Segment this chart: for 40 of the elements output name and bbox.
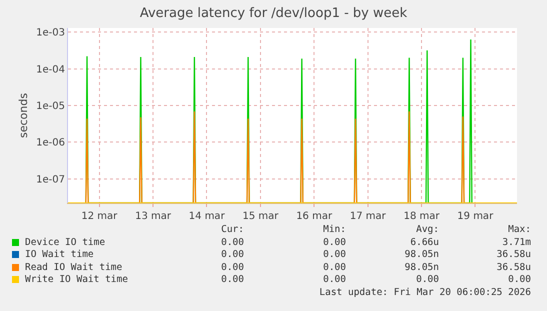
chart-title: Average latency for /dev/loop1 - by week — [140, 6, 408, 21]
text: 0.00 — [322, 274, 346, 285]
x-tick-label: 16 mar — [296, 211, 333, 222]
text: 98.05n — [404, 262, 439, 272]
text: 0.00 — [507, 274, 531, 285]
text: 0.00 — [220, 262, 244, 272]
y-axis-title: seconds — [16, 92, 30, 138]
y-tick-label: 1e-06 — [36, 138, 65, 149]
text: 0.00 — [220, 236, 244, 248]
text: 0.00 — [322, 262, 346, 272]
legend-label: Write IO Wait time — [25, 274, 128, 285]
y-tick-label: 1e-05 — [36, 101, 65, 112]
text: 0.00 — [322, 236, 346, 248]
text: 3.71m — [501, 236, 531, 248]
text: 0.00 — [220, 274, 244, 285]
x-tick-label: 15 mar — [242, 211, 280, 222]
text: Max: — [507, 224, 531, 235]
y-tick-label: 1e-07 — [36, 174, 65, 186]
text: Last update: Fri Mar 20 06:00:25 2026 — [318, 286, 531, 299]
x-tick-label: 17 mar — [350, 211, 387, 222]
y-tick-label: 1e-04 — [36, 64, 65, 76]
x-tick-label: 14 mar — [188, 211, 226, 222]
x-tick-label: 19 mar — [457, 211, 494, 222]
text: 0.00 — [322, 249, 346, 260]
text: Min: — [322, 224, 346, 235]
text: 0.00 — [220, 249, 244, 260]
text: 36.58u — [496, 249, 531, 260]
x-tick-label: 13 mar — [135, 211, 172, 222]
text: 36.58u — [496, 262, 531, 272]
legend-label: Read IO Wait time — [25, 262, 122, 272]
text: 0.00 — [415, 274, 439, 285]
legend-label: IO Wait time — [25, 249, 94, 260]
x-tick-label: 18 mar — [404, 211, 440, 222]
text: 98.05n — [404, 249, 439, 260]
text: Avg: — [415, 224, 439, 235]
x-tick-label: 12 mar — [81, 211, 118, 222]
legend-label: Device IO time — [25, 236, 106, 248]
y-tick-label: 1e-03 — [36, 28, 65, 39]
text: Cur: — [220, 224, 244, 235]
text: 6.66u — [409, 236, 439, 248]
